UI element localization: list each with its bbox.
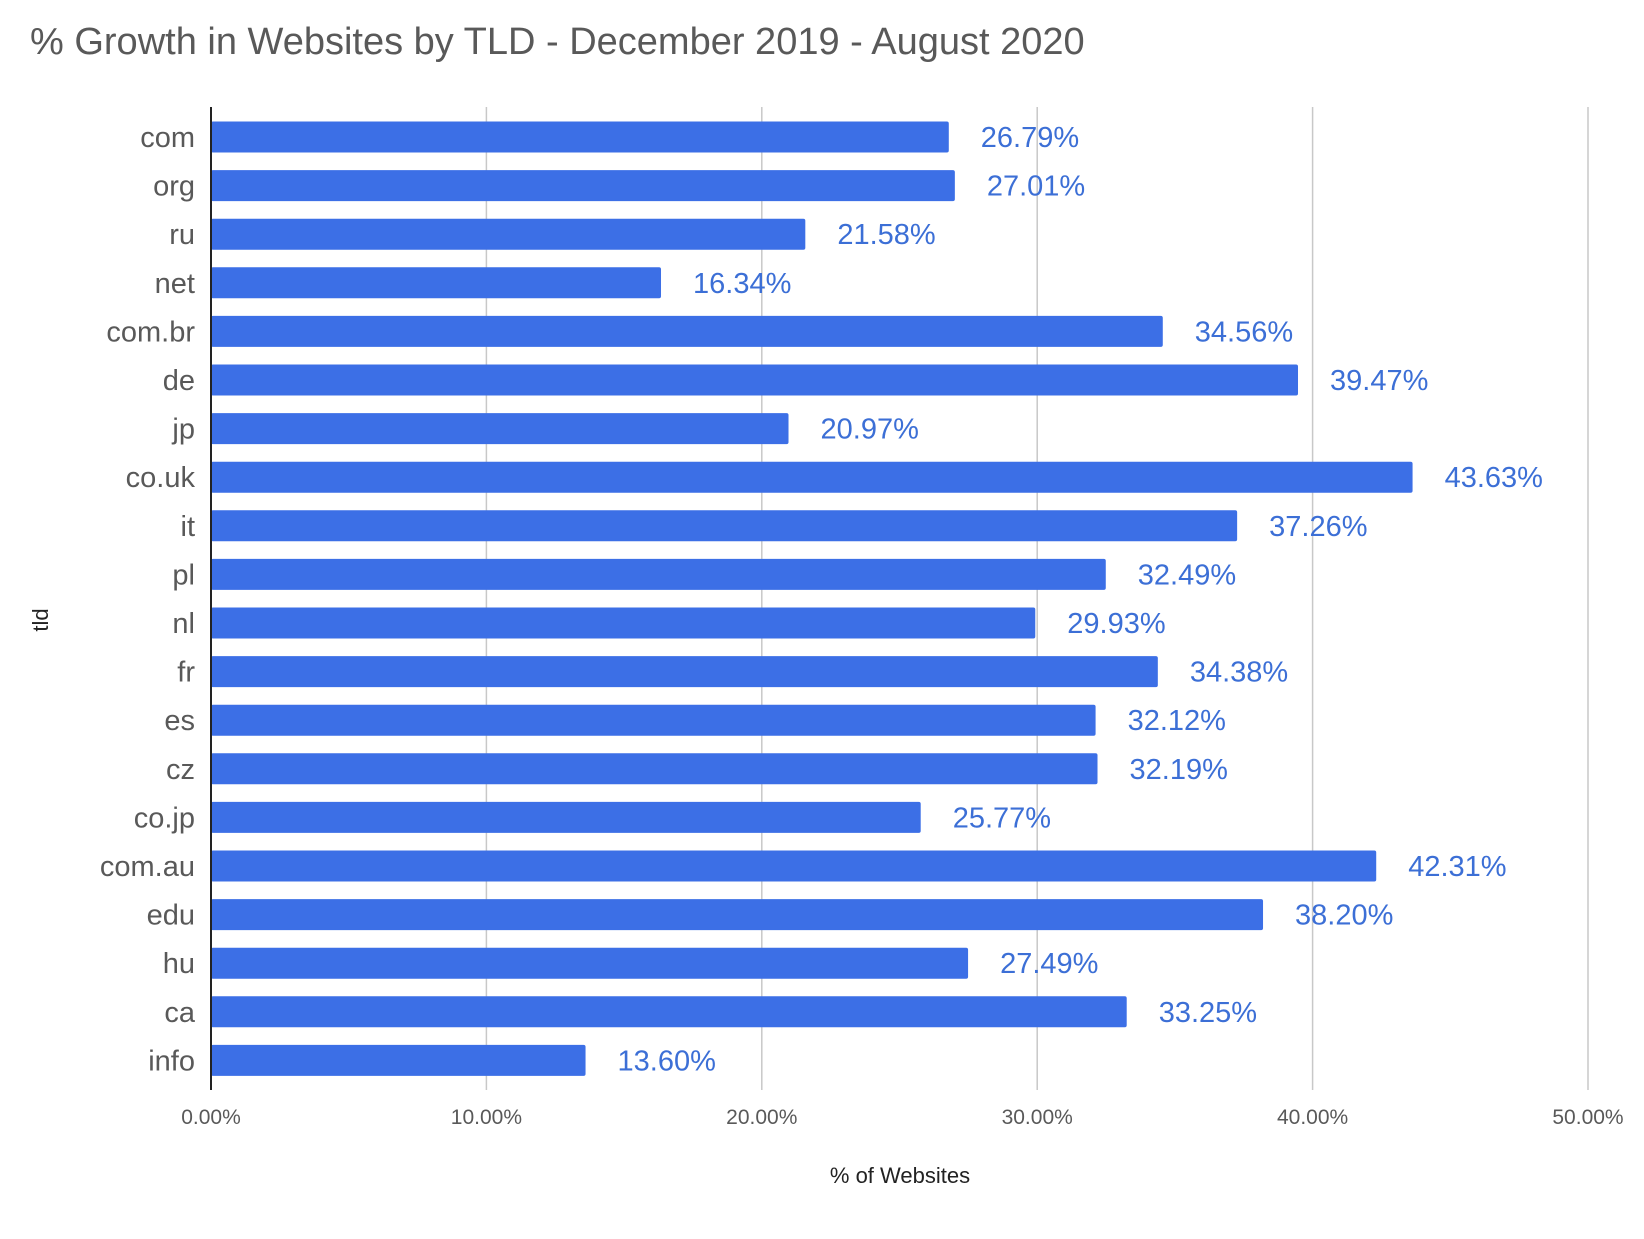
data-label: 25.77% bbox=[953, 802, 1051, 834]
data-label: 13.60% bbox=[618, 1045, 716, 1077]
bar-edu bbox=[211, 899, 1264, 931]
y-category-label: net bbox=[155, 268, 195, 300]
y-category-label: info bbox=[148, 1045, 195, 1077]
y-category-label: co.uk bbox=[126, 462, 196, 494]
y-category-label: com.br bbox=[106, 316, 195, 348]
y-category-label: hu bbox=[163, 948, 195, 980]
y-axis-title: tld bbox=[28, 608, 53, 631]
bar-it bbox=[211, 510, 1238, 542]
y-category-label: com.au bbox=[100, 851, 195, 883]
x-axis-title: % of Websites bbox=[830, 1163, 970, 1188]
bar-jp bbox=[211, 413, 789, 445]
x-tick-label: 40.00% bbox=[1277, 1106, 1348, 1129]
data-label: 32.12% bbox=[1128, 705, 1226, 737]
y-category-label: co.jp bbox=[134, 802, 195, 834]
bar-nl bbox=[211, 607, 1036, 639]
data-label: 43.63% bbox=[1445, 462, 1543, 494]
bar-fr bbox=[211, 656, 1158, 688]
data-label: 26.79% bbox=[981, 122, 1079, 154]
x-tick-label: 30.00% bbox=[1002, 1106, 1073, 1129]
y-category-label: de bbox=[163, 365, 195, 397]
y-category-label: ru bbox=[169, 219, 195, 251]
y-category-label: jp bbox=[171, 414, 195, 446]
data-label: 29.93% bbox=[1067, 608, 1165, 640]
bar-ru bbox=[211, 218, 806, 250]
x-tick-label: 0.00% bbox=[181, 1106, 241, 1129]
chart-title: % Growth in Websites by TLD - December 2… bbox=[30, 21, 1085, 63]
y-category-label: edu bbox=[147, 900, 195, 932]
data-label: 16.34% bbox=[693, 268, 791, 300]
bar-de bbox=[211, 364, 1299, 396]
bar-es bbox=[211, 704, 1096, 736]
data-label: 33.25% bbox=[1159, 997, 1257, 1029]
data-label: 38.20% bbox=[1295, 900, 1393, 932]
bar-co.jp bbox=[211, 801, 921, 833]
data-label: 32.49% bbox=[1138, 559, 1236, 591]
data-label: 37.26% bbox=[1269, 511, 1367, 543]
data-label: 32.19% bbox=[1130, 754, 1228, 786]
data-label: 20.97% bbox=[821, 414, 919, 446]
data-label: 39.47% bbox=[1330, 365, 1428, 397]
bar-pl bbox=[211, 558, 1106, 590]
y-category-label: cz bbox=[166, 754, 195, 786]
bar-ca bbox=[211, 996, 1127, 1028]
y-category-label: fr bbox=[177, 657, 195, 689]
y-category-label: it bbox=[181, 511, 196, 543]
bar-com bbox=[211, 121, 949, 153]
data-label: 34.56% bbox=[1195, 316, 1293, 348]
x-tick-label: 10.00% bbox=[451, 1106, 522, 1129]
y-category-label: es bbox=[164, 705, 195, 737]
bar-co.uk bbox=[211, 461, 1413, 493]
bar-org bbox=[211, 170, 955, 202]
y-category-label: pl bbox=[172, 559, 195, 591]
data-label: 34.38% bbox=[1190, 657, 1288, 689]
y-category-label: nl bbox=[172, 608, 195, 640]
x-tick-label: 20.00% bbox=[726, 1106, 797, 1129]
bar-com.br bbox=[211, 315, 1163, 347]
bar-net bbox=[211, 267, 662, 299]
y-category-label: org bbox=[153, 171, 195, 203]
data-label: 27.01% bbox=[987, 171, 1085, 203]
data-label: 42.31% bbox=[1408, 851, 1506, 883]
bar-com.au bbox=[211, 850, 1377, 882]
bar-cz bbox=[211, 753, 1098, 785]
bar-hu bbox=[211, 947, 969, 979]
x-tick-label: 50.00% bbox=[1552, 1106, 1623, 1129]
bar-info bbox=[211, 1044, 586, 1076]
y-category-label: com bbox=[140, 122, 195, 154]
data-label: 27.49% bbox=[1000, 948, 1098, 980]
y-category-label: ca bbox=[164, 997, 196, 1029]
data-label: 21.58% bbox=[837, 219, 935, 251]
